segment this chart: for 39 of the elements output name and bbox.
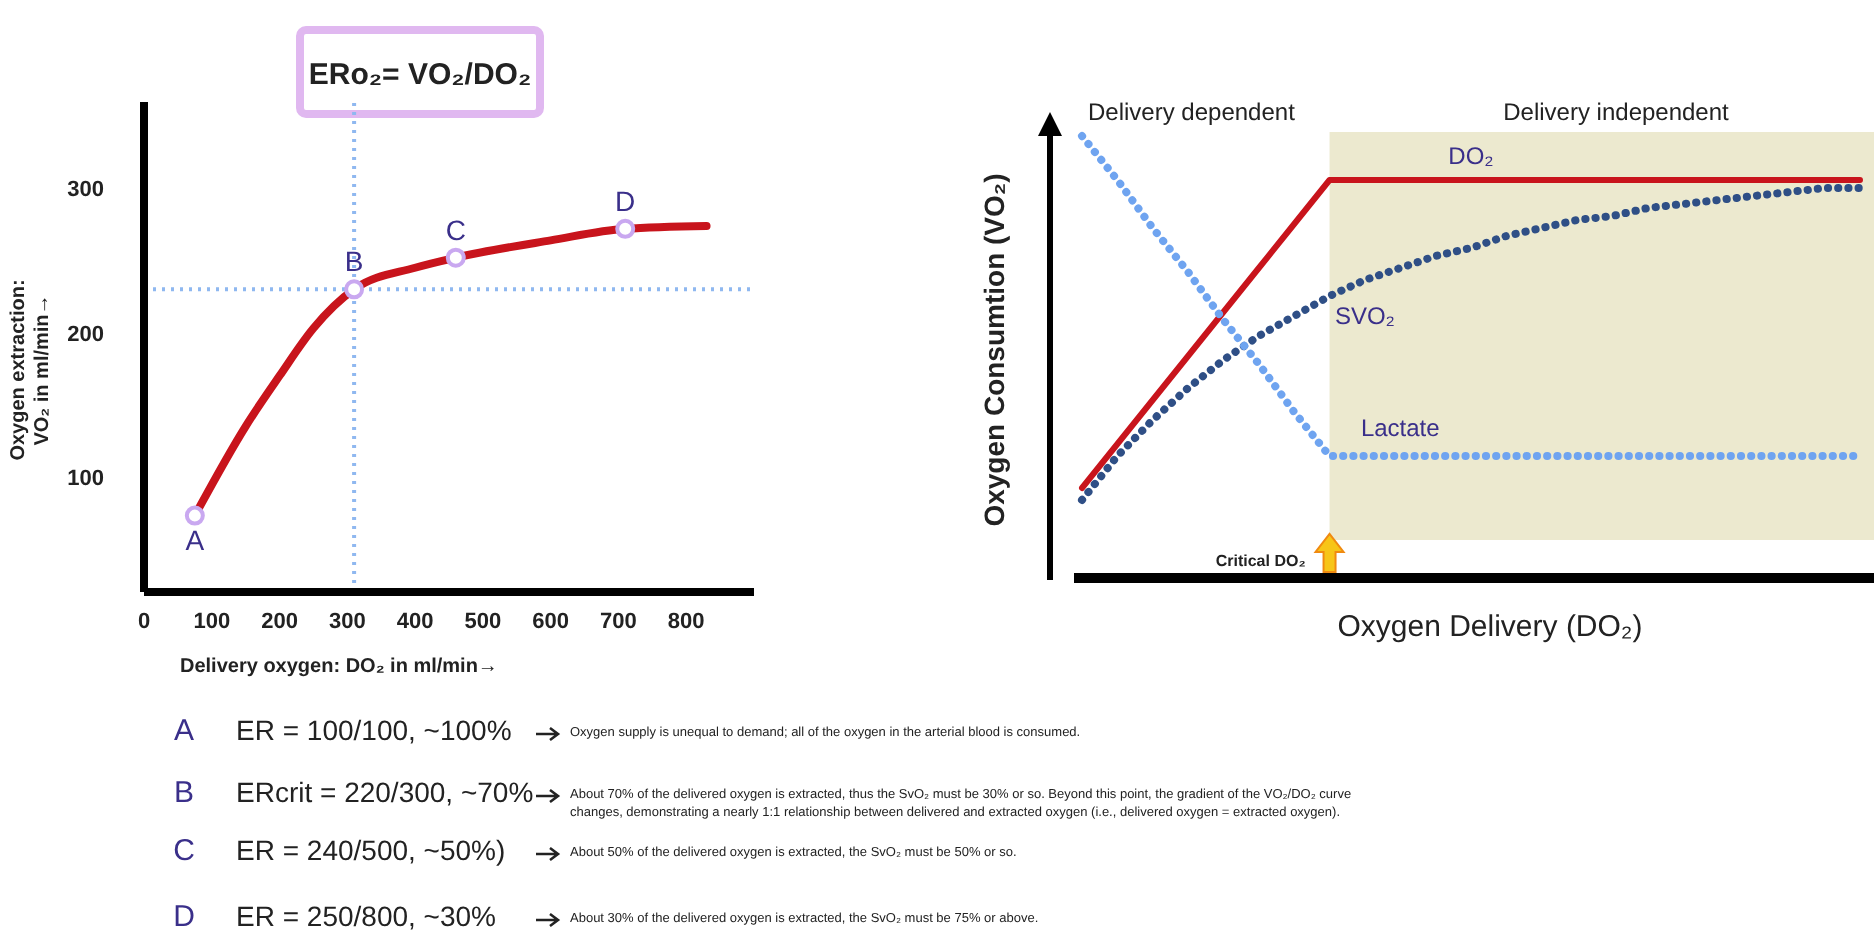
annotation: B [344,245,364,278]
x-tick-label: 300 [328,610,366,634]
text: ER = 100/100, ~100% [236,714,512,746]
x-axis-title: Delivery oxygen: DO₂ in ml/min→ [180,656,498,678]
x-tick-label: 100 [193,610,231,634]
text: ER = 250/800, ~30% [236,900,496,932]
x-tick-label: 200 [261,610,298,634]
text: Delivery independent [1503,98,1731,126]
series-label: Lactate [1360,414,1441,442]
x-tick-label: 400 [396,610,434,634]
x-tick-label: 700 [600,610,637,634]
text: Delivery dependent [1088,98,1297,126]
y-axis-title: Oxygen Consumtion (VO₂) [978,173,1010,527]
x-tick-label: 500 [464,610,502,634]
text: A [173,714,195,748]
text: D [173,900,196,934]
text: C [173,834,196,868]
series-label: SVO₂ [1334,302,1396,330]
text: ER = 240/500, ~50%) [236,834,506,866]
series-label: DO₂ [1448,142,1495,170]
annotation: C [445,213,466,246]
point [445,247,466,268]
y-axis-title: Oxygen extraction: VO₂ in ml/min→ [8,279,54,461]
x-axis-title: Oxygen Delivery (DO₂) [1337,610,1643,644]
annotation: D [615,184,636,217]
point [344,279,365,300]
y-tick-label: 200 [67,322,104,347]
annotation: A [185,523,206,556]
text: Critical DO₂ [1215,552,1307,570]
x-tick-label: 800 [667,610,705,634]
text: ERcrit = 220/300, ~70% [236,776,534,808]
chart-title: ERo₂= VO₂/DO₂ [308,58,532,92]
text: B [173,776,195,810]
x-tick-label: 0 [137,610,151,634]
x-tick-label: 600 [532,610,570,634]
y-tick-label: 300 [67,178,104,203]
point [615,218,636,239]
y-tick-label: 100 [67,466,104,491]
point [184,505,205,526]
